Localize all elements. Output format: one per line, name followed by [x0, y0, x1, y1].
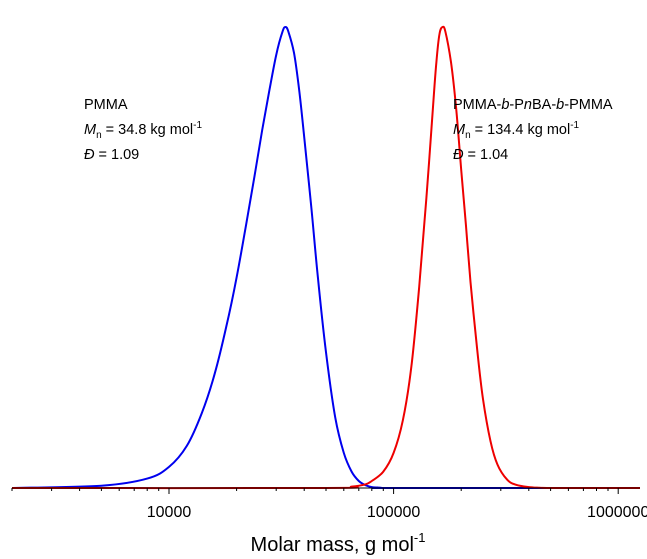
- annotation-triblock: PMMA-b-PnBA-b-PMMA Mn = 134.4 kg mol-1 Đ…: [453, 97, 613, 163]
- name-part: PMMA-: [453, 97, 502, 113]
- x-axis-ticks: [11, 488, 619, 494]
- x-axis-label: Molar mass, g mol-1: [251, 530, 426, 556]
- x-axis-label-text: Molar mass, g mol: [251, 534, 414, 556]
- annotation-pmma: PMMA Mn = 34.8 kg mol-1 Đ = 1.09: [84, 97, 202, 163]
- annotation-triblock-dispersity: Đ = 1.04: [453, 147, 508, 163]
- series-line-1: [11, 26, 640, 490]
- x-axis-tick-labels: 10000 100000 1000000: [147, 504, 647, 521]
- name-part-italic: b: [501, 97, 509, 113]
- dispersity-value: = 1.09: [94, 147, 139, 163]
- annotation-pmma-name: PMMA: [84, 97, 128, 113]
- dispersity-value: = 1.04: [463, 147, 508, 163]
- name-part: BA-: [532, 97, 556, 113]
- mn-value: = 134.4 kg mol: [471, 122, 571, 138]
- mn-unit-superscript: -1: [570, 120, 579, 131]
- x-tick-label: 100000: [367, 504, 420, 521]
- dispersity-symbol: Đ: [453, 147, 464, 163]
- annotation-triblock-mn: Mn = 134.4 kg mol-1: [453, 120, 580, 141]
- x-tick-label: 1000000: [587, 504, 647, 521]
- mn-subscript: n: [465, 130, 471, 141]
- mn-subscript: n: [96, 130, 102, 141]
- annotation-pmma-dispersity: Đ = 1.09: [84, 147, 139, 163]
- series-layer: [11, 25, 640, 490]
- mn-value: = 34.8 kg mol: [102, 122, 193, 138]
- annotation-triblock-name: PMMA-b-PnBA-b-PMMA: [453, 97, 613, 113]
- name-part-italic: n: [524, 97, 532, 113]
- name-part-italic: b: [556, 97, 564, 113]
- dispersity-symbol: Đ: [84, 147, 95, 163]
- mn-unit-superscript: -1: [193, 120, 202, 131]
- mn-symbol: M: [84, 122, 97, 138]
- name-part: -P: [509, 97, 524, 113]
- series-line-2: [11, 25, 640, 490]
- x-tick-label: 10000: [147, 504, 192, 521]
- mn-symbol: M: [453, 122, 466, 138]
- annotation-pmma-mn: Mn = 34.8 kg mol-1: [84, 120, 202, 141]
- x-axis-label-superscript: -1: [414, 530, 426, 545]
- name-part: -PMMA: [564, 97, 613, 113]
